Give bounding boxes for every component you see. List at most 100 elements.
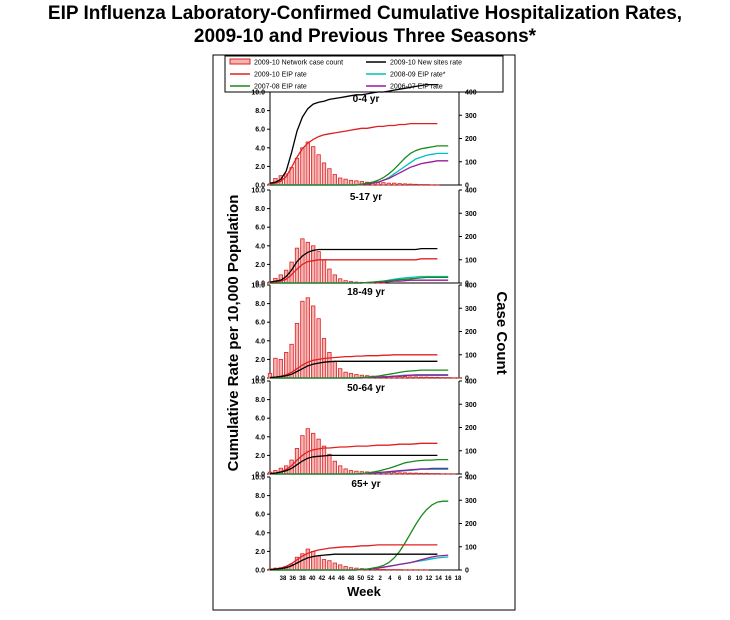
- chart-frame: [212, 54, 516, 611]
- series-line-2007-08-eip-rate: [270, 500, 449, 571]
- panel-1: 0.0 2.0 4.0 6.0 8.0 10.0 0 100 200 300 400 5-17 yr: [251, 188, 476, 288]
- y2-tick-label: 200: [465, 521, 477, 528]
- bar: [413, 376, 418, 379]
- bar: [332, 174, 337, 186]
- bar: [327, 168, 332, 186]
- bar: [419, 472, 424, 475]
- y2-tick-label: 200: [465, 425, 477, 432]
- y-tick-label: 8.0: [255, 397, 265, 404]
- y2-tick-label: 0: [465, 183, 469, 190]
- x-tick-label: 38: [299, 576, 306, 582]
- bar: [327, 268, 332, 284]
- x-tick-label: 10: [416, 576, 423, 582]
- y2-tick-label: 0: [465, 376, 469, 383]
- series-line-2009-10-new-sites-rate: [269, 360, 438, 379]
- chart-title: EIP Influenza Laboratory-Confirmed Cumul…: [0, 2, 730, 48]
- series-line-2009-10-new-sites-rate: [269, 83, 438, 184]
- x-tick-label: 48: [348, 576, 355, 582]
- series-line-2009-10-eip-rate: [269, 544, 438, 571]
- bar: [386, 182, 391, 186]
- y-tick-label: 4.0: [255, 243, 265, 250]
- bar: [321, 259, 327, 284]
- bar: [392, 182, 397, 186]
- bar: [402, 472, 408, 475]
- y-tick-label: 0.0: [255, 183, 265, 190]
- bar: [338, 564, 343, 571]
- y2-tick-label: 400: [465, 90, 477, 97]
- bar: [435, 376, 440, 379]
- y-axis-label: Cumulative Rate per 10,000 Population: [225, 195, 242, 472]
- y-tick-label: 2.0: [255, 549, 265, 556]
- bar: [408, 183, 413, 186]
- bar: [316, 251, 321, 284]
- bar: [294, 157, 300, 186]
- series-line-2009-10-eip-rate: [269, 122, 438, 185]
- y2-tick-label: 200: [465, 234, 477, 241]
- y-tick-label: 8.0: [255, 493, 265, 500]
- bar: [332, 274, 337, 284]
- y-tick-label: 2.0: [255, 453, 265, 460]
- series-line-2009-10-new-sites-rate: [269, 454, 438, 475]
- bar: [348, 372, 354, 379]
- y2-tick-label: 300: [465, 211, 477, 218]
- y-tick-label: 10.0: [251, 90, 265, 97]
- y2-tick-label: 200: [465, 136, 477, 143]
- legend-label-5: 2006-07 EIP rate: [390, 84, 443, 91]
- bar: [327, 453, 332, 475]
- bar: [321, 559, 327, 571]
- y-tick-label: 2.0: [255, 262, 265, 269]
- bar: [397, 183, 402, 186]
- y-tick-label: 8.0: [255, 108, 265, 115]
- bar: [397, 472, 402, 475]
- panel-label: 50-64 yr: [347, 383, 385, 394]
- legend-label-1: 2009-10 New sites rate: [390, 60, 462, 67]
- y-tick-label: 10.0: [251, 283, 265, 290]
- bar: [413, 183, 418, 186]
- panel-4: 0.0 2.0 4.0 6.0 8.0 10.0 0 100 200 300 400 65+ yr: [251, 475, 476, 575]
- y-tick-label: 6.0: [255, 225, 265, 232]
- x-tick-label: 2: [379, 576, 383, 582]
- panel-3: 0.0 2.0 4.0 6.0 8.0 10.0 0 100 200 300 400 50-64 yr: [251, 379, 476, 479]
- bar: [392, 472, 397, 475]
- y2-tick-label: 300: [465, 113, 477, 120]
- y-tick-label: 0.0: [255, 376, 265, 383]
- bar: [397, 376, 402, 379]
- y2-tick-label: 0: [465, 472, 469, 479]
- y-tick-label: 2.0: [255, 357, 265, 364]
- bar: [408, 472, 413, 475]
- x-axis-label: Week: [347, 584, 381, 599]
- y-tick-label: 10.0: [251, 379, 265, 386]
- bar: [311, 146, 316, 186]
- bar: [402, 183, 408, 186]
- bar: [338, 177, 343, 186]
- bar: [300, 147, 305, 186]
- bar: [316, 318, 321, 379]
- bar: [294, 247, 300, 284]
- bar: [300, 238, 305, 284]
- legend-label-4: 2007-08 EIP rate: [254, 84, 307, 91]
- legend-label-3: 2008-09 EIP rate*: [390, 72, 446, 79]
- bar: [348, 179, 354, 186]
- panel-2: 0.0 2.0 4.0 6.0 8.0 10.0 0 100 200 300 400 18-49 yr: [251, 283, 476, 383]
- x-tick-label: 8: [408, 576, 412, 582]
- chart-title-line1: EIP Influenza Laboratory-Confirmed Cumul…: [47, 3, 683, 24]
- y2-tick-label: 400: [465, 379, 477, 386]
- y2-tick-label: 300: [465, 402, 477, 409]
- bar: [311, 305, 316, 379]
- x-tick-label: 40: [309, 576, 316, 582]
- bar: [402, 376, 408, 379]
- bar: [327, 560, 332, 571]
- bar: [343, 371, 348, 379]
- bar: [381, 568, 386, 571]
- x-tick-label: 38: [280, 576, 287, 582]
- x-tick-label: 44: [328, 576, 335, 582]
- legend-label-2: 2009-10 EIP rate: [254, 72, 307, 79]
- legend-box: [224, 55, 504, 93]
- x-tick-label: 12: [425, 576, 432, 582]
- y-tick-label: 4.0: [255, 338, 265, 345]
- bar: [343, 468, 348, 475]
- x-tick-label: 52: [367, 576, 374, 582]
- x-tick-label: 4: [388, 576, 392, 582]
